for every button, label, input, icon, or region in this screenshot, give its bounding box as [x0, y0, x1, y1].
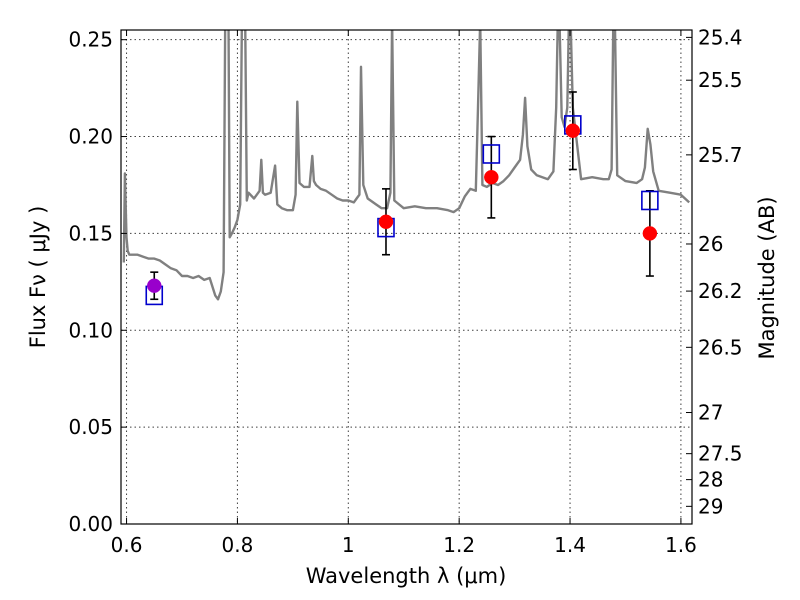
x-tick-label: 0.8: [222, 533, 254, 557]
y2-tick-label: 26.5: [698, 335, 743, 359]
y-tick-label: 0.20: [68, 125, 113, 149]
grid: [121, 30, 692, 525]
y-axis-left: 0.00 0.05 0.10 0.15 0.20 0.25: [68, 28, 127, 536]
observed-point: [378, 214, 394, 230]
observed-point: [565, 123, 581, 138]
model-spectrum-line: [122, 30, 691, 301]
x-axis: 0.6 0.8 1 1.2 1.4 1.6: [111, 30, 697, 557]
y2-tick-label: 26: [698, 232, 723, 256]
model-photometry-square: [482, 144, 501, 164]
y2-tick-label: 25.4: [698, 25, 743, 49]
x-tick-label: 1.2: [443, 533, 475, 557]
plot-frame: [120, 29, 693, 525]
x-tick-label: 1.4: [554, 533, 586, 557]
y-tick-label: 0.15: [68, 221, 113, 245]
y2-tick-label: 25.7: [698, 143, 743, 167]
error-bars: [150, 91, 654, 301]
y-tick-label: 0.10: [68, 318, 113, 342]
model-spectrum: [122, 30, 691, 301]
y-tick-label: 0.25: [68, 28, 113, 52]
y2-tick-label: 27.5: [698, 442, 743, 466]
y-tick-label: 0.00: [68, 512, 113, 536]
observed-point: [484, 169, 499, 185]
x-tick-label: 1: [342, 533, 355, 557]
x-axis-label: Wavelength λ (μm): [306, 564, 507, 588]
x-tick-label: 1.6: [665, 533, 697, 557]
y-axis-label: Flux Fν ( μJy ): [26, 206, 50, 349]
y2-tick-label: 25.5: [698, 68, 743, 92]
y2-axis-label: Magnitude (AB): [755, 196, 779, 359]
observed-point: [147, 278, 162, 293]
y2-tick-label: 26.2: [698, 279, 743, 303]
x-tick-label: 0.6: [111, 533, 143, 557]
observed-points: [147, 123, 658, 293]
y2-tick-label: 27: [698, 401, 723, 425]
y-tick-label: 0.05: [68, 415, 113, 439]
y2-tick-label: 28: [698, 468, 723, 492]
model-photometry-square: [641, 190, 659, 211]
y2-tick-label: 29: [698, 494, 723, 518]
observed-point: [642, 226, 658, 241]
